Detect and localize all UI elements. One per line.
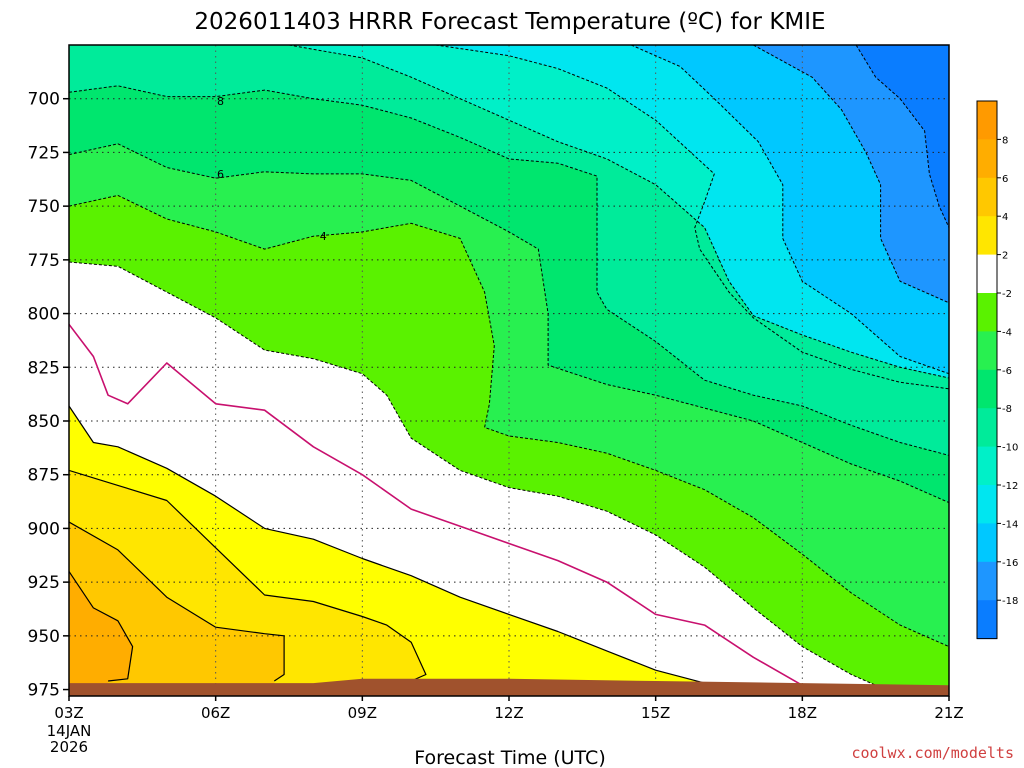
contour-label: 4 bbox=[320, 230, 327, 243]
y-tick-label: 850 bbox=[28, 412, 60, 432]
contour-line-minus10 bbox=[288, 45, 949, 379]
colorbar-swatch bbox=[977, 561, 997, 601]
contour-line-minus6 bbox=[69, 143, 949, 504]
contour-line-minus18 bbox=[855, 45, 949, 228]
contour-line-minus16 bbox=[753, 45, 949, 304]
y-tick-label: 725 bbox=[28, 143, 60, 163]
colorbar-swatch bbox=[977, 139, 997, 179]
y-tick-label: 950 bbox=[28, 627, 60, 647]
colorbar-label: 2 bbox=[1002, 251, 1008, 262]
colorbar-label: -14 bbox=[1002, 519, 1018, 530]
contour-label: 8 bbox=[217, 95, 224, 108]
colorbar-swatch bbox=[977, 177, 997, 217]
x-tick-label: 12Z bbox=[494, 704, 523, 722]
y-tick-label: 700 bbox=[28, 90, 60, 110]
colorbar-swatch bbox=[977, 446, 997, 486]
ground-band bbox=[69, 678, 949, 696]
contour-line-2 bbox=[69, 405, 720, 691]
colorbar-label: -16 bbox=[1002, 558, 1018, 569]
contour-labels: 8 6 4 bbox=[217, 95, 327, 243]
y-tick-label: 800 bbox=[28, 305, 60, 325]
ground-base bbox=[69, 689, 949, 696]
colorbar-label: -18 bbox=[1002, 596, 1018, 607]
colorbar-swatch bbox=[977, 254, 997, 294]
colorbar-swatch bbox=[977, 369, 997, 409]
y-tick-label: 750 bbox=[28, 197, 60, 217]
contour-line-minus12 bbox=[435, 45, 949, 390]
x-tick-label: 09Z bbox=[348, 704, 377, 722]
colorbar-swatch bbox=[977, 216, 997, 256]
x-axis-title: Forecast Time (UTC) bbox=[414, 747, 605, 768]
colorbar-swatch bbox=[977, 485, 997, 524]
colorbar-label: 6 bbox=[1002, 174, 1008, 185]
contour-line-8 bbox=[69, 571, 134, 682]
colorbar-swatch bbox=[977, 408, 997, 448]
x-tick-label: 21Z bbox=[934, 704, 963, 722]
x-date-label: 14JAN bbox=[47, 722, 92, 740]
contour-label: 6 bbox=[217, 168, 224, 181]
contour-line-4 bbox=[69, 469, 427, 682]
y-tick-label: 925 bbox=[28, 573, 60, 593]
colorbar-label: -12 bbox=[1002, 481, 1018, 492]
contour-lines bbox=[69, 45, 949, 696]
y-axis: 700 725 750 775 800 825 850 875 900 925 950 975 bbox=[28, 90, 69, 701]
colorbar-label: 8 bbox=[1002, 135, 1008, 146]
contour-line-0 bbox=[69, 323, 803, 686]
y-tick-label: 775 bbox=[28, 251, 60, 271]
contour-line-minus14 bbox=[630, 45, 949, 375]
colorbar-label: 4 bbox=[1002, 212, 1008, 223]
x-tick-label: 18Z bbox=[788, 704, 817, 722]
chart-title: 2026011403 HRRR Forecast Temperature (ºC… bbox=[194, 9, 825, 35]
colorbar-label: -2 bbox=[1002, 289, 1012, 300]
colorbar-swatch bbox=[977, 101, 997, 140]
x-date-label: 2026 bbox=[50, 738, 88, 756]
x-tick-label: 03Z bbox=[54, 704, 83, 722]
fill-8 bbox=[69, 571, 133, 696]
contour-line-6 bbox=[69, 521, 285, 682]
y-tick-label: 975 bbox=[28, 681, 60, 701]
y-tick-label: 900 bbox=[28, 519, 60, 539]
y-tick-label: 825 bbox=[28, 358, 60, 378]
colorbar-label: -6 bbox=[1002, 366, 1012, 377]
grid-lines bbox=[69, 45, 949, 696]
colorbar-label: -8 bbox=[1002, 404, 1012, 415]
contour-line-minus8 bbox=[69, 85, 949, 456]
colorbar-swatch bbox=[977, 293, 997, 332]
y-tick-label: 875 bbox=[28, 466, 60, 486]
colorbar-swatch bbox=[977, 523, 997, 563]
x-tick-label: 15Z bbox=[641, 704, 670, 722]
colorbar-swatch bbox=[977, 600, 997, 640]
colorbar-label: -4 bbox=[1002, 327, 1012, 338]
x-tick-label: 06Z bbox=[201, 704, 230, 722]
colorbar-swatch bbox=[977, 331, 997, 371]
colorbar-label: -10 bbox=[1002, 443, 1018, 454]
credit-text: coolwx.com/modelts bbox=[851, 744, 1014, 762]
colorbar: 8 6 4 2 -2 -4 -6 -8 -10 -12 -14 -16 -18 bbox=[976, 100, 1018, 640]
